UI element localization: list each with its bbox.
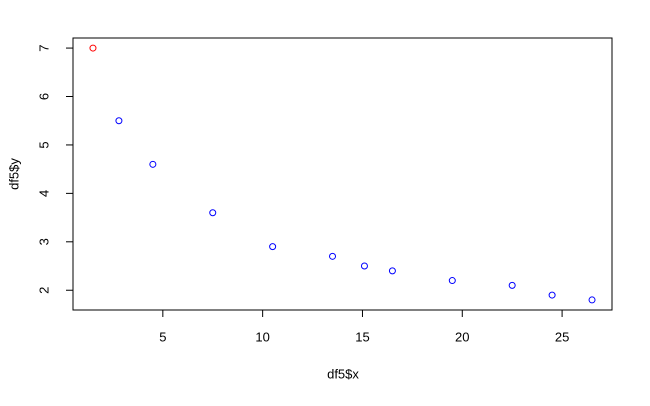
y-tick-label: 4 <box>36 190 51 197</box>
y-tick-label: 7 <box>36 44 51 51</box>
x-tick-label: 5 <box>159 329 166 344</box>
x-tick-label: 10 <box>255 329 269 344</box>
y-tick-label: 3 <box>36 238 51 245</box>
x-axis-label: df5$x <box>327 366 359 381</box>
point <box>209 209 217 217</box>
x-tick-label: 20 <box>455 329 469 344</box>
point <box>115 117 123 125</box>
point <box>448 277 456 285</box>
point <box>548 291 556 299</box>
y-tick-label: 2 <box>36 287 51 294</box>
y-axis-label: df5$y <box>6 158 21 190</box>
point <box>329 252 337 260</box>
point <box>508 281 516 289</box>
y-tick-label: 5 <box>36 141 51 148</box>
y-tick-label: 6 <box>36 93 51 100</box>
x-tick-label: 15 <box>355 329 369 344</box>
point <box>149 160 157 168</box>
point <box>388 267 396 275</box>
x-tick-label: 25 <box>555 329 569 344</box>
point <box>588 296 596 304</box>
plot-box <box>72 37 613 311</box>
point <box>89 44 97 52</box>
point <box>269 243 277 251</box>
point <box>360 262 368 270</box>
